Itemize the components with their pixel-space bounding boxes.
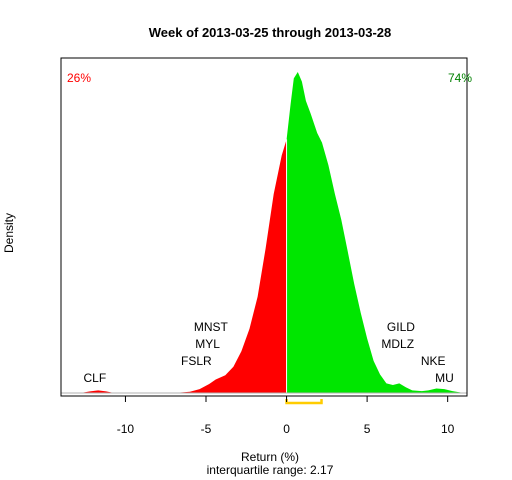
x-axis-title: Return (%)	[241, 450, 299, 464]
x-tick-label: 0	[283, 422, 290, 436]
stock-label: CLF	[83, 371, 106, 385]
stock-label: MU	[435, 371, 454, 385]
stock-label: FSLR	[181, 354, 212, 368]
chart-title: Week of 2013-03-25 through 2013-03-28	[149, 25, 392, 40]
iqr-bracket	[285, 399, 323, 405]
x-tick-label: -10	[117, 422, 135, 436]
positive-density-area	[286, 72, 464, 393]
stock-labels: CLF FSLR MYL MNST MU NKE MDLZ GILD	[83, 320, 453, 385]
plot-area	[61, 72, 467, 405]
stock-label: GILD	[387, 320, 415, 334]
x-tick-label: 5	[364, 422, 371, 436]
pct-negative-label: 26%	[67, 71, 91, 85]
y-axis-title: Density	[2, 213, 16, 253]
pct-positive-label: 74%	[448, 71, 472, 85]
x-tick-label: -5	[201, 422, 212, 436]
stock-label: MNST	[194, 320, 229, 334]
x-axis: -10 -5 0 5 10	[117, 396, 455, 436]
x-tick-label: 10	[441, 422, 455, 436]
stock-label: MDLZ	[381, 337, 414, 351]
plot-frame	[60, 57, 468, 397]
negative-density-area	[62, 139, 287, 393]
stock-label: NKE	[421, 354, 446, 368]
stock-label: MYL	[195, 337, 220, 351]
iqr-caption: interquartile range: 2.17	[207, 463, 334, 477]
